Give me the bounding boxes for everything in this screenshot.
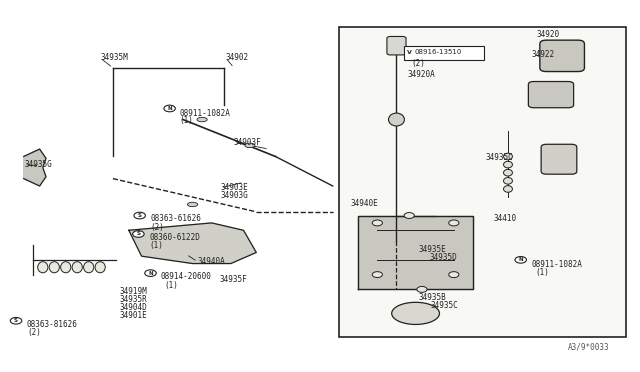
Text: (2): (2) bbox=[27, 328, 41, 337]
Text: 08916-13510: 08916-13510 bbox=[414, 49, 461, 55]
Circle shape bbox=[134, 212, 145, 219]
Circle shape bbox=[145, 270, 156, 276]
Text: N: N bbox=[518, 257, 523, 262]
Text: 34903E: 34903E bbox=[221, 183, 248, 192]
Ellipse shape bbox=[49, 262, 60, 273]
Ellipse shape bbox=[504, 186, 513, 192]
Text: 08360-6122D: 08360-6122D bbox=[149, 233, 200, 242]
Text: 34901E: 34901E bbox=[119, 311, 147, 320]
FancyBboxPatch shape bbox=[387, 36, 406, 55]
Circle shape bbox=[132, 231, 144, 237]
Text: 34940E: 34940E bbox=[351, 199, 378, 208]
Text: 34903G: 34903G bbox=[221, 192, 248, 201]
Text: 08911-1082A: 08911-1082A bbox=[180, 109, 230, 118]
Text: 08363-81626: 08363-81626 bbox=[27, 320, 77, 328]
Circle shape bbox=[372, 272, 383, 278]
Ellipse shape bbox=[392, 302, 440, 324]
Text: 34935F: 34935F bbox=[220, 275, 247, 283]
Text: 34935B: 34935B bbox=[419, 293, 447, 302]
Ellipse shape bbox=[388, 113, 404, 126]
Text: 34903F: 34903F bbox=[234, 138, 262, 147]
Text: 34904D: 34904D bbox=[119, 302, 147, 312]
Circle shape bbox=[164, 105, 175, 112]
Text: N: N bbox=[148, 271, 153, 276]
Circle shape bbox=[417, 286, 427, 292]
Ellipse shape bbox=[38, 262, 48, 273]
Text: 34919M: 34919M bbox=[119, 288, 147, 296]
Text: 34935M: 34935M bbox=[100, 53, 128, 62]
Text: (1): (1) bbox=[164, 281, 178, 290]
Ellipse shape bbox=[504, 153, 513, 160]
Text: 34920: 34920 bbox=[537, 30, 560, 39]
Text: 34940A: 34940A bbox=[198, 257, 225, 266]
Text: (2): (2) bbox=[150, 223, 164, 232]
Ellipse shape bbox=[245, 143, 255, 148]
Text: S: S bbox=[138, 213, 141, 218]
FancyBboxPatch shape bbox=[541, 144, 577, 174]
Circle shape bbox=[449, 272, 459, 278]
Circle shape bbox=[10, 317, 22, 324]
Text: 08363-61626: 08363-61626 bbox=[150, 214, 202, 223]
Text: 34920A: 34920A bbox=[408, 70, 436, 78]
Ellipse shape bbox=[61, 262, 71, 273]
Text: A3/9*0033: A3/9*0033 bbox=[568, 342, 610, 351]
Ellipse shape bbox=[197, 117, 207, 122]
Ellipse shape bbox=[95, 262, 105, 273]
FancyBboxPatch shape bbox=[339, 27, 626, 337]
Ellipse shape bbox=[504, 169, 513, 176]
Text: 34902: 34902 bbox=[226, 53, 249, 62]
FancyBboxPatch shape bbox=[404, 46, 484, 60]
Text: 34410: 34410 bbox=[494, 214, 517, 222]
Circle shape bbox=[404, 212, 414, 218]
Polygon shape bbox=[129, 223, 256, 263]
Text: (1): (1) bbox=[149, 241, 163, 250]
Text: S: S bbox=[136, 231, 140, 237]
Text: 08914-20600: 08914-20600 bbox=[160, 272, 211, 281]
Ellipse shape bbox=[504, 177, 513, 184]
Text: 34935E: 34935E bbox=[419, 245, 447, 254]
Circle shape bbox=[372, 220, 383, 226]
Text: 08911-1082A: 08911-1082A bbox=[532, 260, 582, 269]
Ellipse shape bbox=[72, 262, 83, 273]
Text: (1): (1) bbox=[536, 268, 549, 277]
Ellipse shape bbox=[188, 202, 198, 207]
Text: 34935R: 34935R bbox=[119, 295, 147, 304]
Ellipse shape bbox=[504, 161, 513, 168]
Text: 34935G: 34935G bbox=[24, 160, 52, 169]
Text: (2): (2) bbox=[411, 58, 425, 68]
Text: 34935C: 34935C bbox=[430, 301, 458, 310]
Text: 34935C: 34935C bbox=[486, 153, 513, 162]
Polygon shape bbox=[358, 215, 473, 289]
Text: N: N bbox=[167, 106, 172, 111]
Text: V: V bbox=[407, 50, 412, 55]
Text: (1): (1) bbox=[180, 116, 194, 125]
Polygon shape bbox=[24, 149, 46, 186]
FancyBboxPatch shape bbox=[540, 40, 584, 71]
FancyBboxPatch shape bbox=[529, 81, 573, 108]
Circle shape bbox=[449, 220, 459, 226]
Ellipse shape bbox=[84, 262, 94, 273]
Text: 34935D: 34935D bbox=[429, 253, 458, 262]
Circle shape bbox=[515, 257, 527, 263]
Text: S: S bbox=[14, 318, 18, 323]
Text: 34922: 34922 bbox=[532, 51, 555, 60]
